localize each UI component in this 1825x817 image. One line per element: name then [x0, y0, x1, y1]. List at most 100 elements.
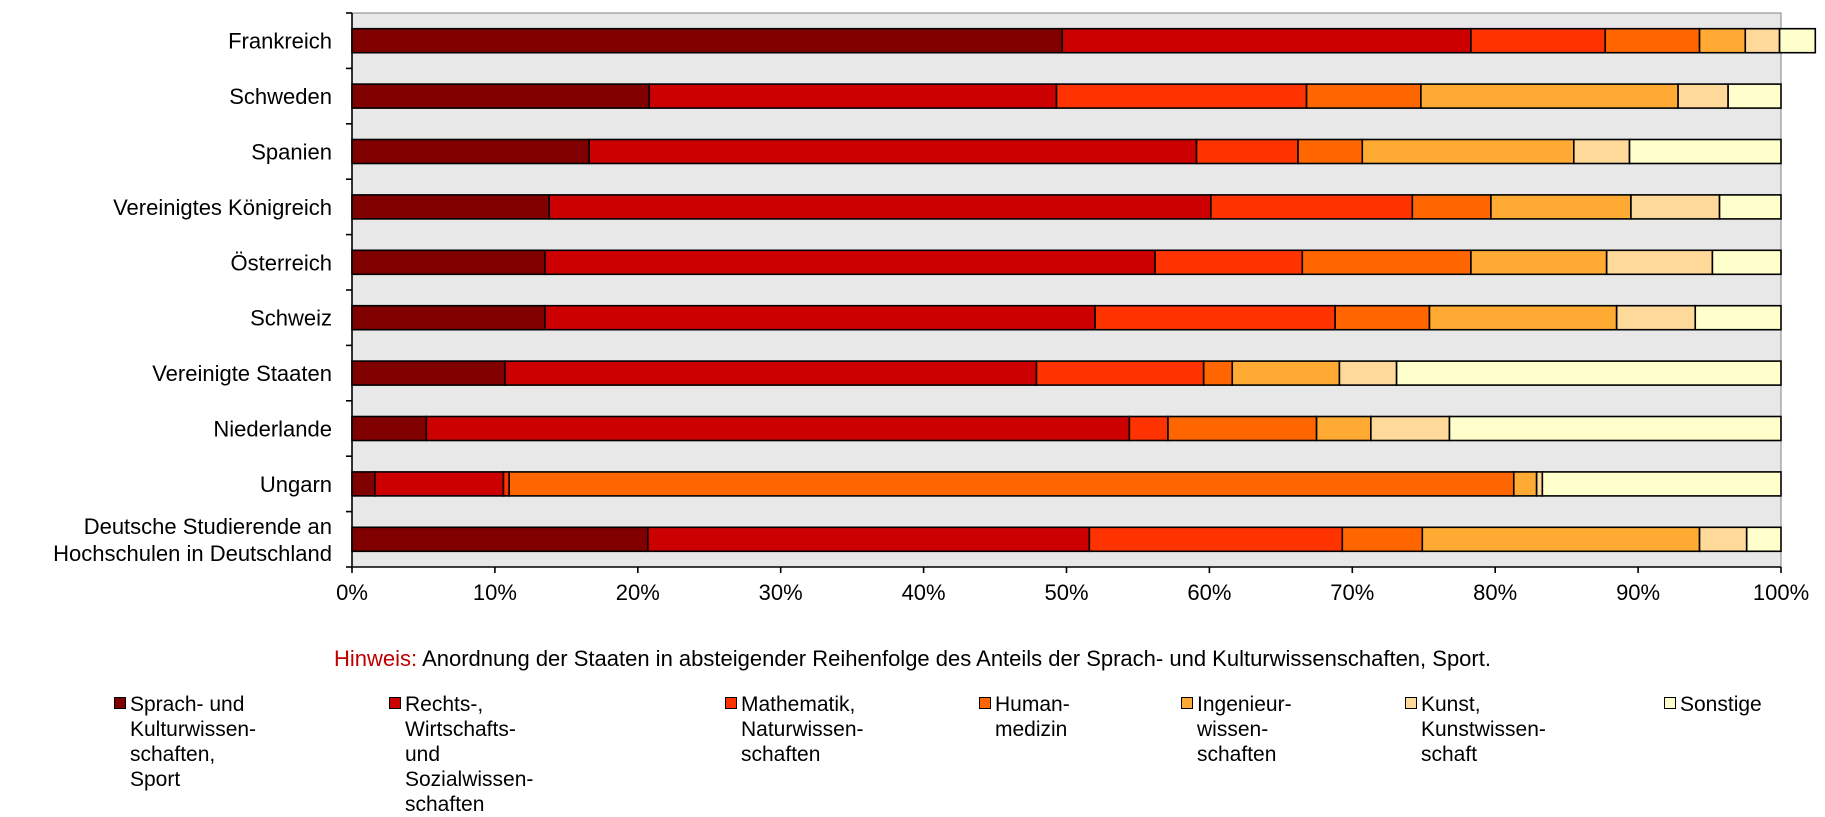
bar-segment-1-5: [1698, 27, 1747, 54]
bar-segment-9-6: [1535, 471, 1544, 497]
legend-label: Sprach- und Kulturwissen- schaften, Spor…: [130, 693, 257, 791]
bar-segment-10-7: [1745, 526, 1782, 553]
bar-segment-5-1: [351, 249, 546, 276]
bar-segment-2-4: [1305, 83, 1422, 109]
note-label: Hinweis:: [334, 646, 418, 671]
legend-item-1: Sprach- und Kulturwissen- schaften, Spor…: [114, 692, 257, 792]
bar-segment-9-1: [351, 471, 376, 497]
bar-segment-1-4: [1604, 27, 1701, 54]
bar-segment-10-2: [646, 526, 1091, 553]
bar-segment-5-2: [544, 249, 1156, 276]
bar-segment-6-2: [544, 304, 1096, 331]
legend-swatch: [979, 697, 991, 709]
legend-label: Rechts-, Wirtschafts- und Sozialwissen- …: [405, 693, 534, 816]
category-label-10: Deutsche Studierende an Hochschulen in De…: [53, 514, 332, 566]
bar-segment-7-2: [504, 360, 1038, 386]
bar-segment-1-3: [1470, 27, 1607, 54]
stacked-bar-chart: Frankreich Schweden Spanien Vereinigtes Kön…: [53, 12, 1817, 605]
bar-segment-2-1: [351, 83, 651, 109]
legend-swatch: [1181, 697, 1193, 709]
bar-segment-6-4: [1334, 304, 1431, 331]
legend-label: Ingenieur- wissen- schaften: [1197, 693, 1292, 766]
legend-swatch: [1664, 697, 1676, 709]
bar-segment-8-3: [1128, 415, 1169, 442]
category-label-8: Niederlande: [213, 417, 332, 442]
x-tick-label-9: 90%: [1616, 580, 1660, 605]
bar-segment-6-7: [1694, 304, 1782, 331]
bar-segment-8-2: [425, 415, 1131, 442]
legend-label: Mathematik, Naturwissen- schaften: [741, 693, 864, 766]
bar-segment-7-4: [1202, 360, 1234, 386]
bar-segment-7-7: [1395, 360, 1782, 386]
bar-segment-4-1: [351, 194, 550, 220]
x-tick-label-10: 100%: [1753, 580, 1809, 605]
bar-segment-6-3: [1094, 304, 1336, 331]
bar-segment-1-7: [1778, 27, 1817, 54]
bar-segment-3-6: [1573, 138, 1631, 165]
bar-segment-10-5: [1421, 526, 1701, 553]
category-label-5: Österreich: [231, 250, 332, 275]
legend-item-5: Ingenieur- wissen- schaften: [1181, 692, 1292, 767]
bar-segment-8-1: [351, 415, 428, 442]
bar-segment-6-5: [1428, 304, 1618, 331]
x-tick-label-4: 40%: [902, 580, 946, 605]
bar-segment-1-1: [351, 27, 1064, 54]
category-label-1: Frankreich: [228, 29, 332, 54]
bar-segment-3-1: [351, 138, 591, 165]
bar-segment-5-3: [1154, 249, 1304, 276]
bars-group: [351, 27, 1817, 553]
legend-item-7: Sonstige: [1664, 692, 1762, 717]
bar-segment-4-4: [1411, 194, 1492, 220]
category-label-9: Ungarn: [260, 472, 332, 497]
category-label-4: Vereinigtes Königreich: [113, 195, 332, 220]
bar-segment-6-1: [351, 304, 546, 331]
bar-segment-2-6: [1677, 83, 1729, 109]
bar-segment-2-5: [1420, 83, 1679, 109]
legend-label: Human- medizin: [995, 693, 1070, 741]
bar-segment-5-4: [1301, 249, 1472, 276]
category-label-2: Schweden: [229, 84, 332, 109]
bar-segment-10-3: [1088, 526, 1344, 553]
bar-segment-7-6: [1338, 360, 1398, 386]
x-tick-label-5: 50%: [1044, 580, 1088, 605]
x-tick-label-0: 0%: [336, 580, 368, 605]
x-tick-label-6: 60%: [1187, 580, 1231, 605]
legend-label: Kunst, Kunstwissen- schaft: [1421, 693, 1546, 766]
legend-item-4: Human- medizin: [979, 692, 1070, 742]
bar-segment-3-4: [1297, 138, 1364, 165]
bar-segment-4-5: [1490, 194, 1632, 220]
x-tick-labels: 0% 10% 20% 30% 40% 50% 60% 70% 80% 90% 100%: [336, 580, 1809, 605]
bar-segment-10-6: [1698, 526, 1748, 553]
legend-swatch: [1405, 697, 1417, 709]
bar-segment-6-6: [1615, 304, 1697, 331]
bar-segment-2-2: [648, 83, 1058, 109]
legend-item-2: Rechts-, Wirtschafts- und Sozialwissen- …: [389, 692, 534, 817]
bar-segment-10-1: [351, 526, 649, 553]
bar-segment-10-4: [1341, 526, 1424, 553]
bar-segment-9-2: [374, 471, 505, 497]
category-label-6: Schweiz: [250, 306, 332, 331]
bar-segment-5-7: [1711, 249, 1782, 276]
bar-segment-9-5: [1512, 471, 1538, 497]
legend-swatch: [725, 697, 737, 709]
bar-segment-9-3: [502, 471, 510, 497]
bar-segment-3-2: [588, 138, 1198, 165]
axes: [346, 12, 1782, 573]
bar-segment-4-7: [1718, 194, 1782, 220]
category-label-3: Spanien: [251, 140, 332, 165]
bar-segment-5-6: [1605, 249, 1714, 276]
bar-segment-8-4: [1167, 415, 1318, 442]
bar-segment-5-5: [1470, 249, 1608, 276]
bar-segment-1-6: [1744, 27, 1781, 54]
x-tick-label-3: 30%: [759, 580, 803, 605]
x-tick-label-8: 80%: [1473, 580, 1517, 605]
bar-segment-3-7: [1628, 138, 1782, 165]
legend-item-6: Kunst, Kunstwissen- schaft: [1405, 692, 1546, 767]
bar-segment-8-7: [1448, 415, 1782, 442]
bar-segment-4-3: [1210, 194, 1414, 220]
legend-swatch: [114, 697, 126, 709]
x-tick-label-2: 20%: [616, 580, 660, 605]
legend-item-3: Mathematik, Naturwissen- schaften: [725, 692, 864, 767]
bar-segment-7-1: [351, 360, 506, 386]
x-tick-label-7: 70%: [1330, 580, 1374, 605]
